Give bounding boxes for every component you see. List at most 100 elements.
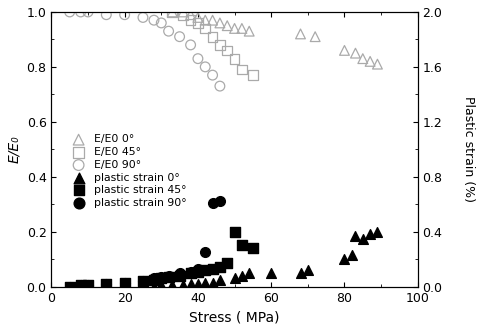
E/E0 0° — [374, 62, 381, 67]
plastic strain 0° — [179, 283, 187, 288]
E/E0 90° — [84, 9, 92, 15]
plastic strain 45° — [187, 270, 194, 275]
plastic strain 0° — [158, 283, 165, 288]
plastic strain 90° — [209, 200, 216, 206]
plastic strain 45° — [77, 283, 84, 288]
X-axis label: Stress ( MPa): Stress ( MPa) — [189, 310, 280, 324]
E/E0 45° — [238, 67, 246, 72]
plastic strain 45° — [238, 243, 246, 248]
plastic strain 90° — [187, 269, 194, 274]
plastic strain 45° — [103, 281, 110, 287]
E/E0 45° — [187, 18, 194, 23]
E/E0 45° — [168, 9, 176, 15]
E/E0 90° — [209, 72, 216, 78]
plastic strain 90° — [121, 280, 129, 285]
E/E0 45° — [249, 72, 257, 78]
E/E0 90° — [139, 15, 147, 20]
plastic strain 45° — [216, 265, 224, 270]
E/E0 0° — [351, 51, 359, 56]
E/E0 90° — [158, 20, 165, 25]
E/E0 45° — [201, 26, 209, 31]
E/E0 0° — [366, 59, 374, 64]
plastic strain 45° — [158, 276, 165, 281]
plastic strain 90° — [77, 283, 84, 288]
E/E0 0° — [194, 15, 202, 20]
plastic strain 45° — [194, 269, 202, 274]
plastic strain 45° — [201, 267, 209, 273]
E/E0 45° — [209, 34, 216, 39]
plastic strain 90° — [103, 281, 110, 287]
E/E0 90° — [194, 56, 202, 61]
plastic strain 0° — [374, 229, 381, 234]
E/E0 0° — [179, 9, 187, 15]
plastic strain 45° — [121, 280, 129, 285]
plastic strain 0° — [238, 273, 246, 278]
E/E0 90° — [150, 18, 158, 23]
plastic strain 90° — [158, 274, 165, 280]
plastic strain 0° — [231, 276, 239, 281]
plastic strain 0° — [168, 283, 176, 288]
plastic strain 90° — [201, 250, 209, 255]
plastic strain 0° — [296, 270, 304, 275]
E/E0 0° — [245, 28, 253, 34]
plastic strain 90° — [84, 283, 92, 288]
E/E0 45° — [179, 12, 187, 17]
E/E0 90° — [103, 12, 110, 17]
plastic strain 90° — [165, 273, 173, 278]
plastic strain 0° — [359, 236, 367, 241]
E/E0 0° — [341, 48, 348, 53]
E/E0 0° — [209, 18, 216, 23]
E/E0 0° — [231, 26, 239, 31]
E/E0 90° — [165, 28, 173, 34]
plastic strain 0° — [245, 270, 253, 275]
Y-axis label: Plastic strain (%): Plastic strain (%) — [462, 96, 475, 202]
E/E0 45° — [216, 42, 224, 48]
plastic strain 0° — [341, 257, 348, 262]
plastic strain 45° — [223, 260, 231, 266]
E/E0 0° — [168, 9, 176, 15]
plastic strain 45° — [231, 229, 239, 234]
plastic strain 45° — [176, 273, 184, 278]
E/E0 0° — [201, 18, 209, 23]
E/E0 0° — [187, 12, 194, 17]
E/E0 90° — [176, 34, 184, 39]
plastic strain 0° — [348, 253, 356, 258]
plastic strain 90° — [176, 270, 184, 275]
plastic strain 45° — [150, 277, 158, 282]
plastic strain 0° — [268, 270, 275, 275]
plastic strain 90° — [194, 266, 202, 271]
E/E0 90° — [216, 83, 224, 89]
plastic strain 0° — [209, 280, 216, 285]
E/E0 90° — [77, 9, 84, 15]
plastic strain 0° — [351, 233, 359, 238]
E/E0 90° — [121, 12, 129, 17]
E/E0 0° — [296, 31, 304, 36]
plastic strain 90° — [139, 278, 147, 284]
plastic strain 90° — [66, 284, 74, 289]
plastic strain 0° — [216, 277, 224, 282]
E/E0 0° — [216, 20, 224, 25]
plastic strain 0° — [187, 281, 194, 287]
plastic strain 90° — [216, 199, 224, 204]
plastic strain 45° — [84, 283, 92, 288]
E/E0 45° — [194, 20, 202, 25]
E/E0 45° — [223, 48, 231, 53]
plastic strain 0° — [194, 281, 202, 287]
plastic strain 0° — [366, 232, 374, 237]
E/E0 0° — [238, 26, 246, 31]
plastic strain 45° — [165, 274, 173, 280]
Y-axis label: E/E₀: E/E₀ — [7, 135, 21, 163]
plastic strain 0° — [201, 280, 209, 285]
plastic strain 0° — [304, 267, 312, 273]
E/E0 90° — [187, 42, 194, 48]
E/E0 90° — [201, 64, 209, 70]
E/E0 90° — [66, 9, 74, 15]
E/E0 0° — [223, 23, 231, 28]
plastic strain 90° — [150, 276, 158, 281]
E/E0 0° — [311, 34, 319, 39]
plastic strain 45° — [209, 266, 216, 271]
E/E0 45° — [231, 56, 239, 61]
plastic strain 0° — [150, 284, 158, 289]
Legend: E/E0 0°, E/E0 45°, E/E0 90°, plastic strain 0°, plastic strain 45°, plastic stra: E/E0 0°, E/E0 45°, E/E0 90°, plastic str… — [68, 134, 187, 208]
E/E0 0° — [359, 56, 367, 61]
